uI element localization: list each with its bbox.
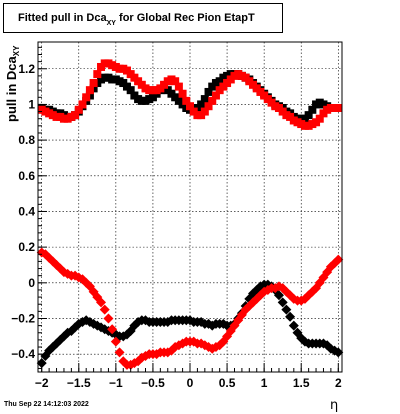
data-point-diamond	[103, 313, 114, 324]
y-axis-label: pull in DcaXY	[4, 46, 21, 122]
data-point-square	[174, 82, 183, 91]
y-tick-label: −0.2	[11, 311, 35, 325]
y-axis-label-main: pull in Dca	[4, 56, 19, 122]
data-point-square	[126, 86, 135, 95]
data-point-diamond	[114, 347, 125, 358]
data-point-square	[308, 105, 317, 114]
axis-ticks: −2 −1.5 −1 −0.5 0 0.5 1 1.5 2 −0.4 −0.2 0 0.2 0.4 0.6 0…	[11, 46, 342, 390]
x-tick-label: 1.5	[293, 376, 310, 390]
x-tick-label: 2	[335, 376, 342, 390]
data-point-square	[334, 104, 343, 112]
data-point-square	[204, 87, 213, 96]
data-markers	[36, 59, 344, 370]
data-point-diamond	[288, 320, 299, 331]
data-point-diamond	[96, 297, 107, 308]
data-point-diamond	[285, 311, 296, 322]
y-tick-label: 0	[28, 276, 35, 290]
data-point-square	[78, 100, 87, 109]
data-point-square	[74, 105, 83, 114]
y-tick-label: 1.2	[18, 62, 35, 76]
y-tick-label: 0.6	[18, 169, 35, 183]
data-point-diamond	[99, 304, 110, 315]
data-point-square	[178, 89, 187, 98]
y-tick-label: 0.4	[18, 204, 35, 218]
grid-lines	[38, 42, 342, 372]
data-point-diamond	[333, 347, 344, 358]
x-tick-label: −1	[109, 376, 123, 390]
data-point-square	[200, 107, 209, 116]
y-tick-label: −0.4	[11, 347, 35, 361]
data-point-square	[211, 91, 220, 100]
data-point-square	[182, 96, 191, 105]
data-point-square	[315, 114, 324, 123]
title-rest: for Global Rec Pion EtapT	[115, 12, 255, 24]
data-point-square	[85, 86, 94, 95]
data-point-square	[171, 77, 180, 86]
data-point-square	[186, 102, 194, 111]
title-main: Fitted pull in Dca	[18, 12, 107, 24]
x-axis-label: η	[330, 398, 339, 413]
x-tick-label: −0.5	[141, 376, 165, 390]
x-tick-label: 0.5	[219, 376, 236, 390]
y-tick-label: 1	[28, 97, 35, 111]
x-tick-label: 0	[187, 376, 194, 390]
data-point-diamond	[107, 324, 118, 335]
title-subscript: XY	[106, 20, 116, 27]
data-point-diamond	[277, 297, 288, 308]
data-point-square	[89, 79, 98, 88]
data-point-diamond	[281, 304, 292, 315]
x-tick-label: −1.5	[67, 376, 91, 390]
x-tick-label: 1	[261, 376, 268, 390]
data-point-square	[208, 96, 217, 105]
y-tick-label: 0.8	[18, 133, 35, 147]
data-point-square	[200, 95, 209, 104]
y-tick-label: 0.2	[18, 240, 35, 254]
data-point-square	[197, 100, 206, 109]
data-point-diamond	[333, 254, 344, 265]
data-point-square	[71, 111, 80, 120]
data-point-square	[82, 93, 91, 102]
data-point-square	[204, 102, 213, 111]
x-tick-label: −2	[35, 376, 49, 390]
data-point-diamond	[121, 329, 132, 340]
chart-title: Fitted pull in DcaXY for Global Rec Pion…	[3, 3, 283, 33]
data-point-square	[304, 111, 313, 120]
data-point-square	[93, 70, 102, 79]
data-point-diamond	[110, 336, 121, 347]
data-point-diamond	[273, 290, 284, 301]
timestamp: Thu Sep 22 14:12:03 2022	[4, 401, 89, 408]
y-axis-label-subscript: XY	[12, 45, 21, 57]
